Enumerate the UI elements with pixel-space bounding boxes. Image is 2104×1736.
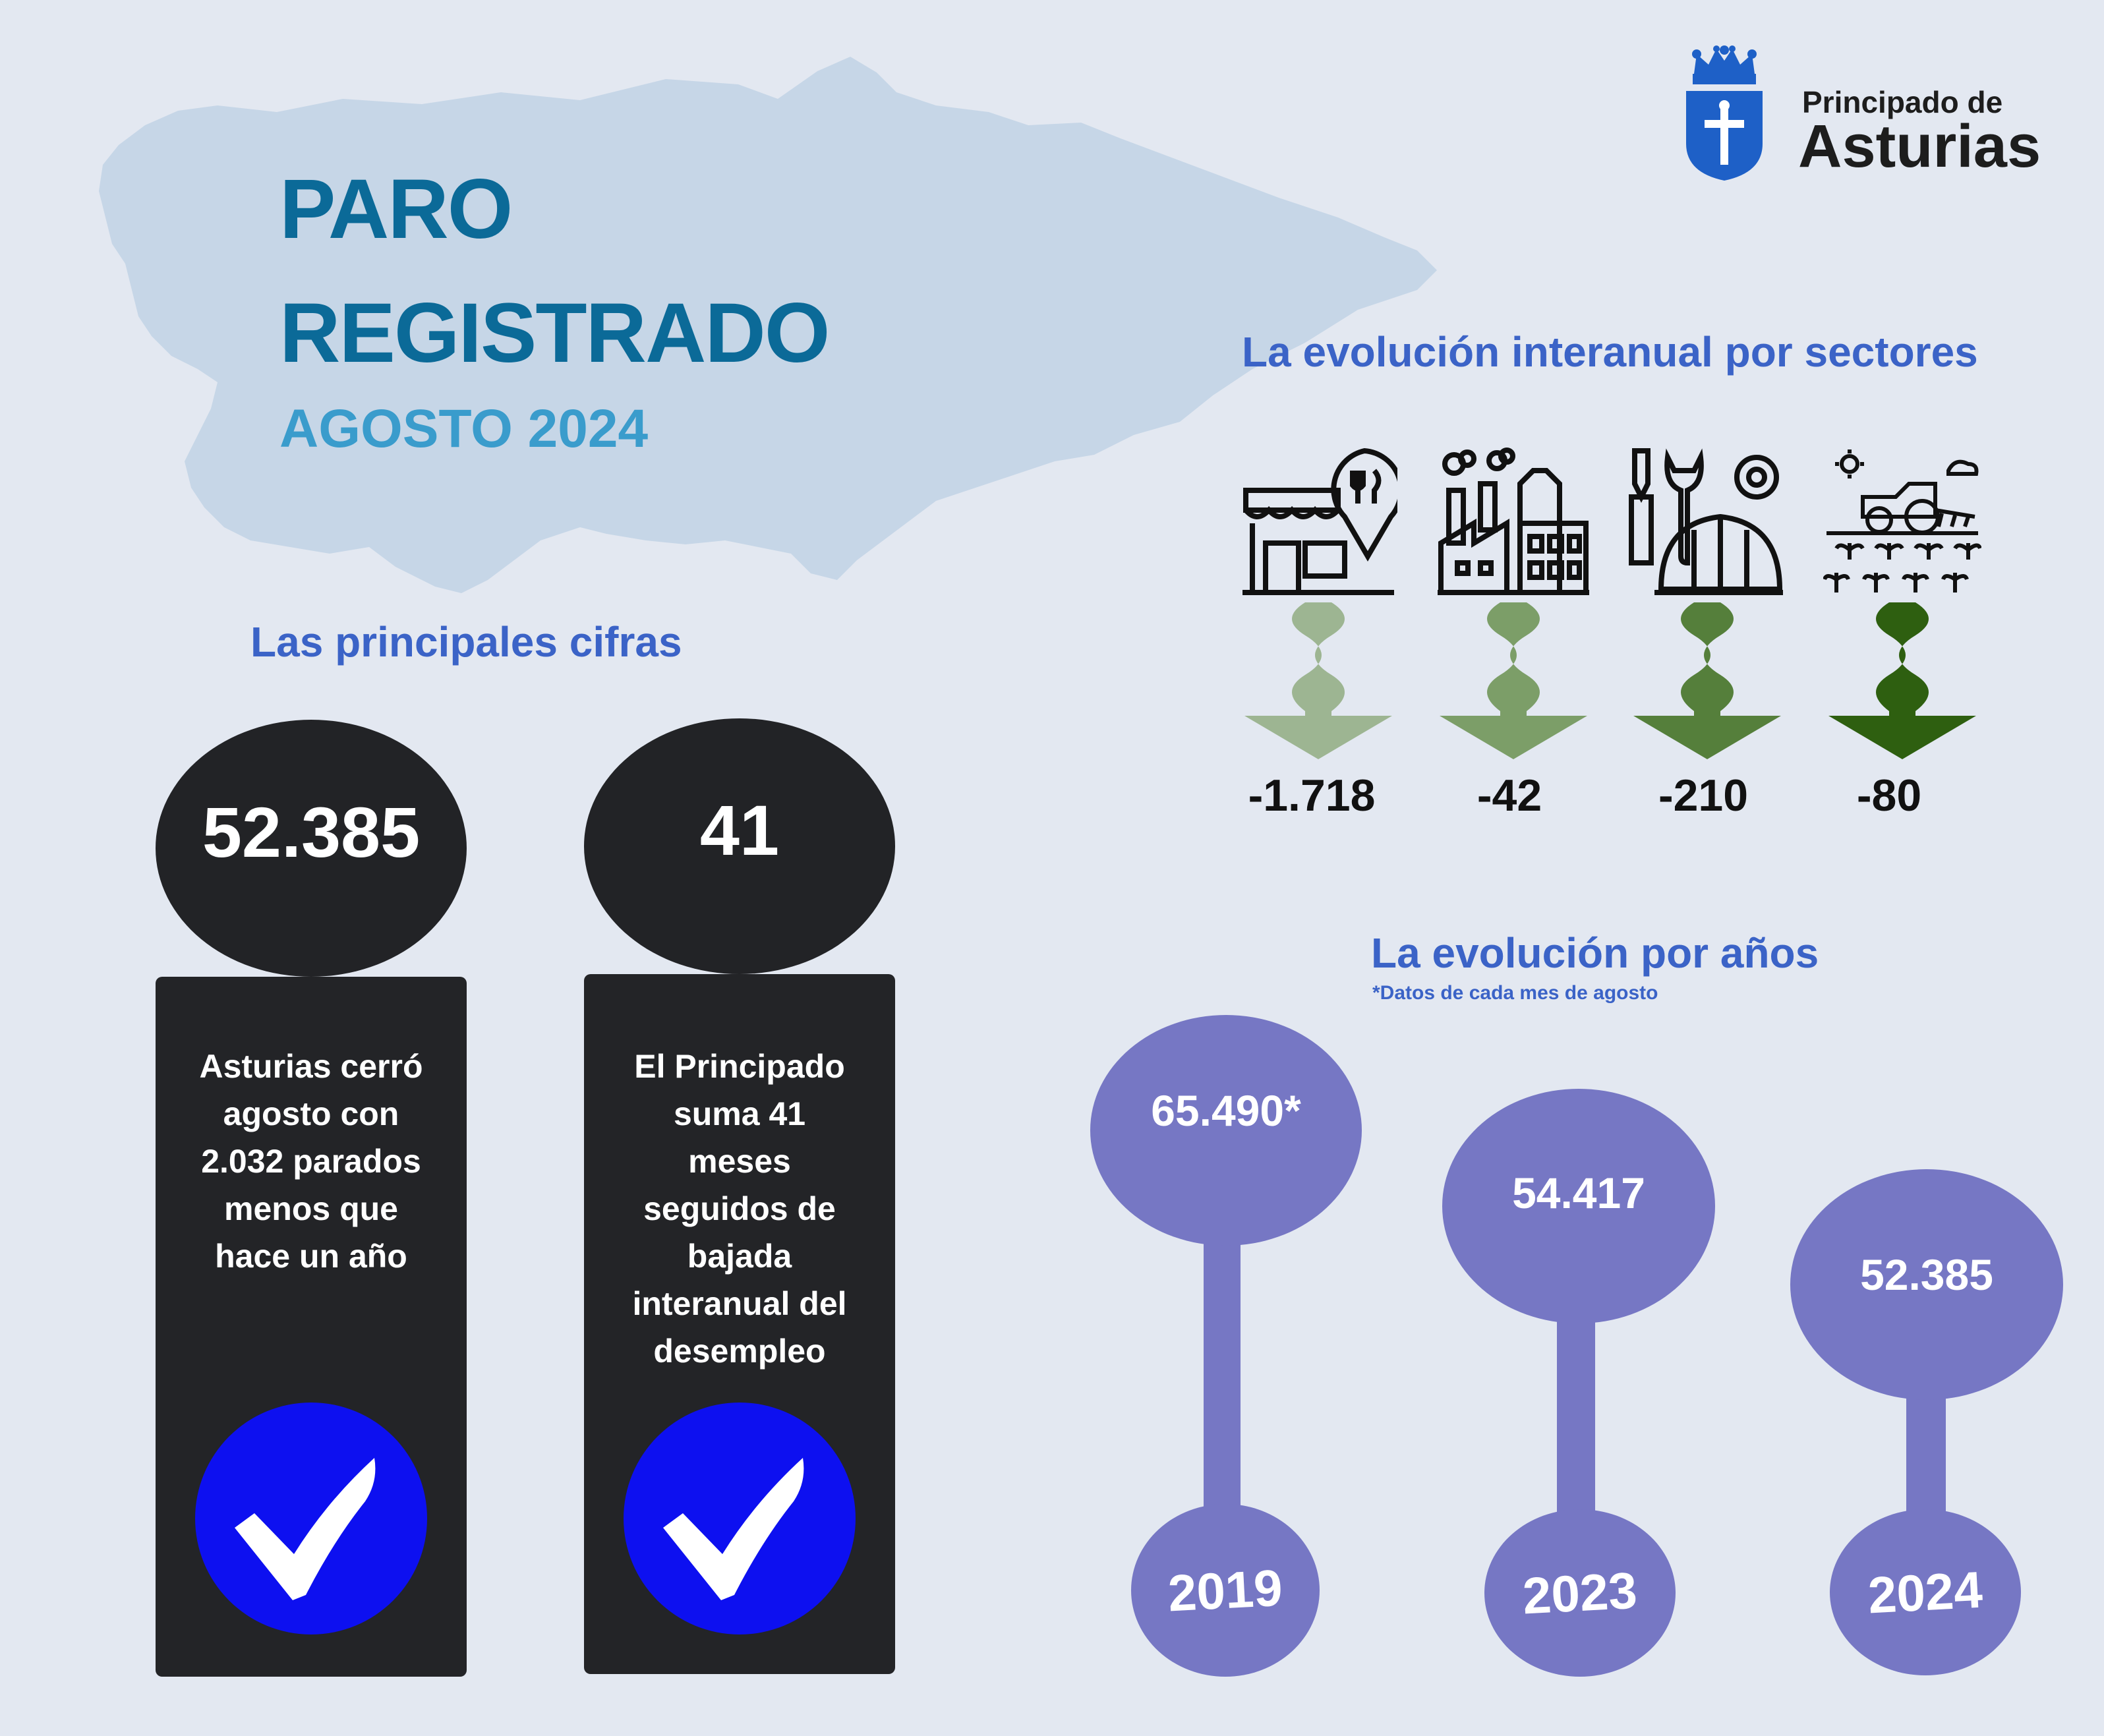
year-label-2019-text: 2019 xyxy=(1167,1558,1284,1622)
logo-text-line1: Principado de xyxy=(1802,85,2003,119)
summary-card-2-text: El Principado suma 41 meses seguidos de … xyxy=(584,974,895,1375)
card-text-line: desempleo xyxy=(653,1333,826,1370)
principales-heading: Las principales cifras xyxy=(250,618,682,666)
construction-tools-icon xyxy=(1628,444,1786,602)
summary-value-1-text: 52.385 xyxy=(202,792,421,872)
summary-card-1-text: Asturias cerró agosto con 2.032 parados … xyxy=(156,977,467,1280)
page-title-line2: REGISTRADO xyxy=(279,286,830,380)
services-shop-icon xyxy=(1239,444,1404,602)
year-value-2019-text: 65.490* xyxy=(1151,1086,1301,1135)
down-arrow-icon xyxy=(1828,602,1976,759)
year-value-2019: 65.490* xyxy=(1090,1015,1362,1246)
card-text-line: seguidos de xyxy=(643,1190,836,1227)
down-arrow-icon xyxy=(1244,602,1392,759)
year-label-2023-text: 2023 xyxy=(1521,1561,1639,1625)
year-label-2024-text: 2024 xyxy=(1867,1560,1984,1624)
card-text-line: agosto con xyxy=(223,1095,399,1132)
anios-note: *Datos de cada mes de agosto xyxy=(1372,982,1658,1004)
coat-of-arms-icon xyxy=(1682,45,1767,183)
card-text-line: meses xyxy=(688,1143,791,1180)
card-text-line: bajada xyxy=(687,1238,792,1275)
summary-value-2: 41 xyxy=(584,718,895,974)
sector-value-industry: -42 xyxy=(1476,770,1542,821)
card-text-line: suma 41 xyxy=(673,1095,806,1132)
down-arrow-icon xyxy=(1633,602,1781,759)
sector-value-construction: -210 xyxy=(1658,770,1749,821)
industry-factory-icon xyxy=(1434,444,1593,602)
logo-text-line2: Asturias xyxy=(1798,113,2041,180)
year-value-2023-text: 54.417 xyxy=(1512,1169,1645,1217)
card-text-line: menos que xyxy=(224,1190,398,1227)
year-value-2024: 52.385 xyxy=(1790,1169,2063,1400)
year-value-2024-text: 52.385 xyxy=(1860,1250,1993,1299)
year-label-2024: 2024 xyxy=(1830,1509,2021,1675)
anios-heading: La evolución por años xyxy=(1371,929,1819,977)
checkmark-icon xyxy=(624,1403,856,1635)
year-value-2023: 54.417 xyxy=(1442,1089,1715,1323)
year-label-2023: 2023 xyxy=(1484,1509,1676,1677)
sector-value-services: -1.718 xyxy=(1248,770,1376,821)
year-label-2019: 2019 xyxy=(1131,1504,1320,1677)
year-stem-2023 xyxy=(1557,1312,1595,1516)
page-title-line1: PARO xyxy=(279,162,513,256)
card-text-line: interanual del xyxy=(632,1285,847,1322)
sector-value-agriculture: -80 xyxy=(1856,770,1922,821)
summary-value-2-text: 41 xyxy=(699,790,780,870)
card-text-line: 2.032 parados xyxy=(201,1143,421,1180)
card-text-line: hace un año xyxy=(215,1238,407,1275)
sectores-heading: La evolución interanual por sectores xyxy=(1242,328,1978,376)
card-text-line: El Principado xyxy=(634,1048,845,1085)
year-stem-2024 xyxy=(1906,1391,1946,1522)
year-stem-2019 xyxy=(1204,1239,1241,1516)
summary-value-1: 52.385 xyxy=(156,720,467,977)
card-text-line: Asturias cerró xyxy=(199,1048,423,1085)
checkmark-icon xyxy=(195,1403,427,1635)
down-arrow-icon xyxy=(1440,602,1587,759)
agriculture-tractor-icon xyxy=(1823,444,1982,602)
page-subtitle: AGOSTO 2024 xyxy=(279,399,649,459)
